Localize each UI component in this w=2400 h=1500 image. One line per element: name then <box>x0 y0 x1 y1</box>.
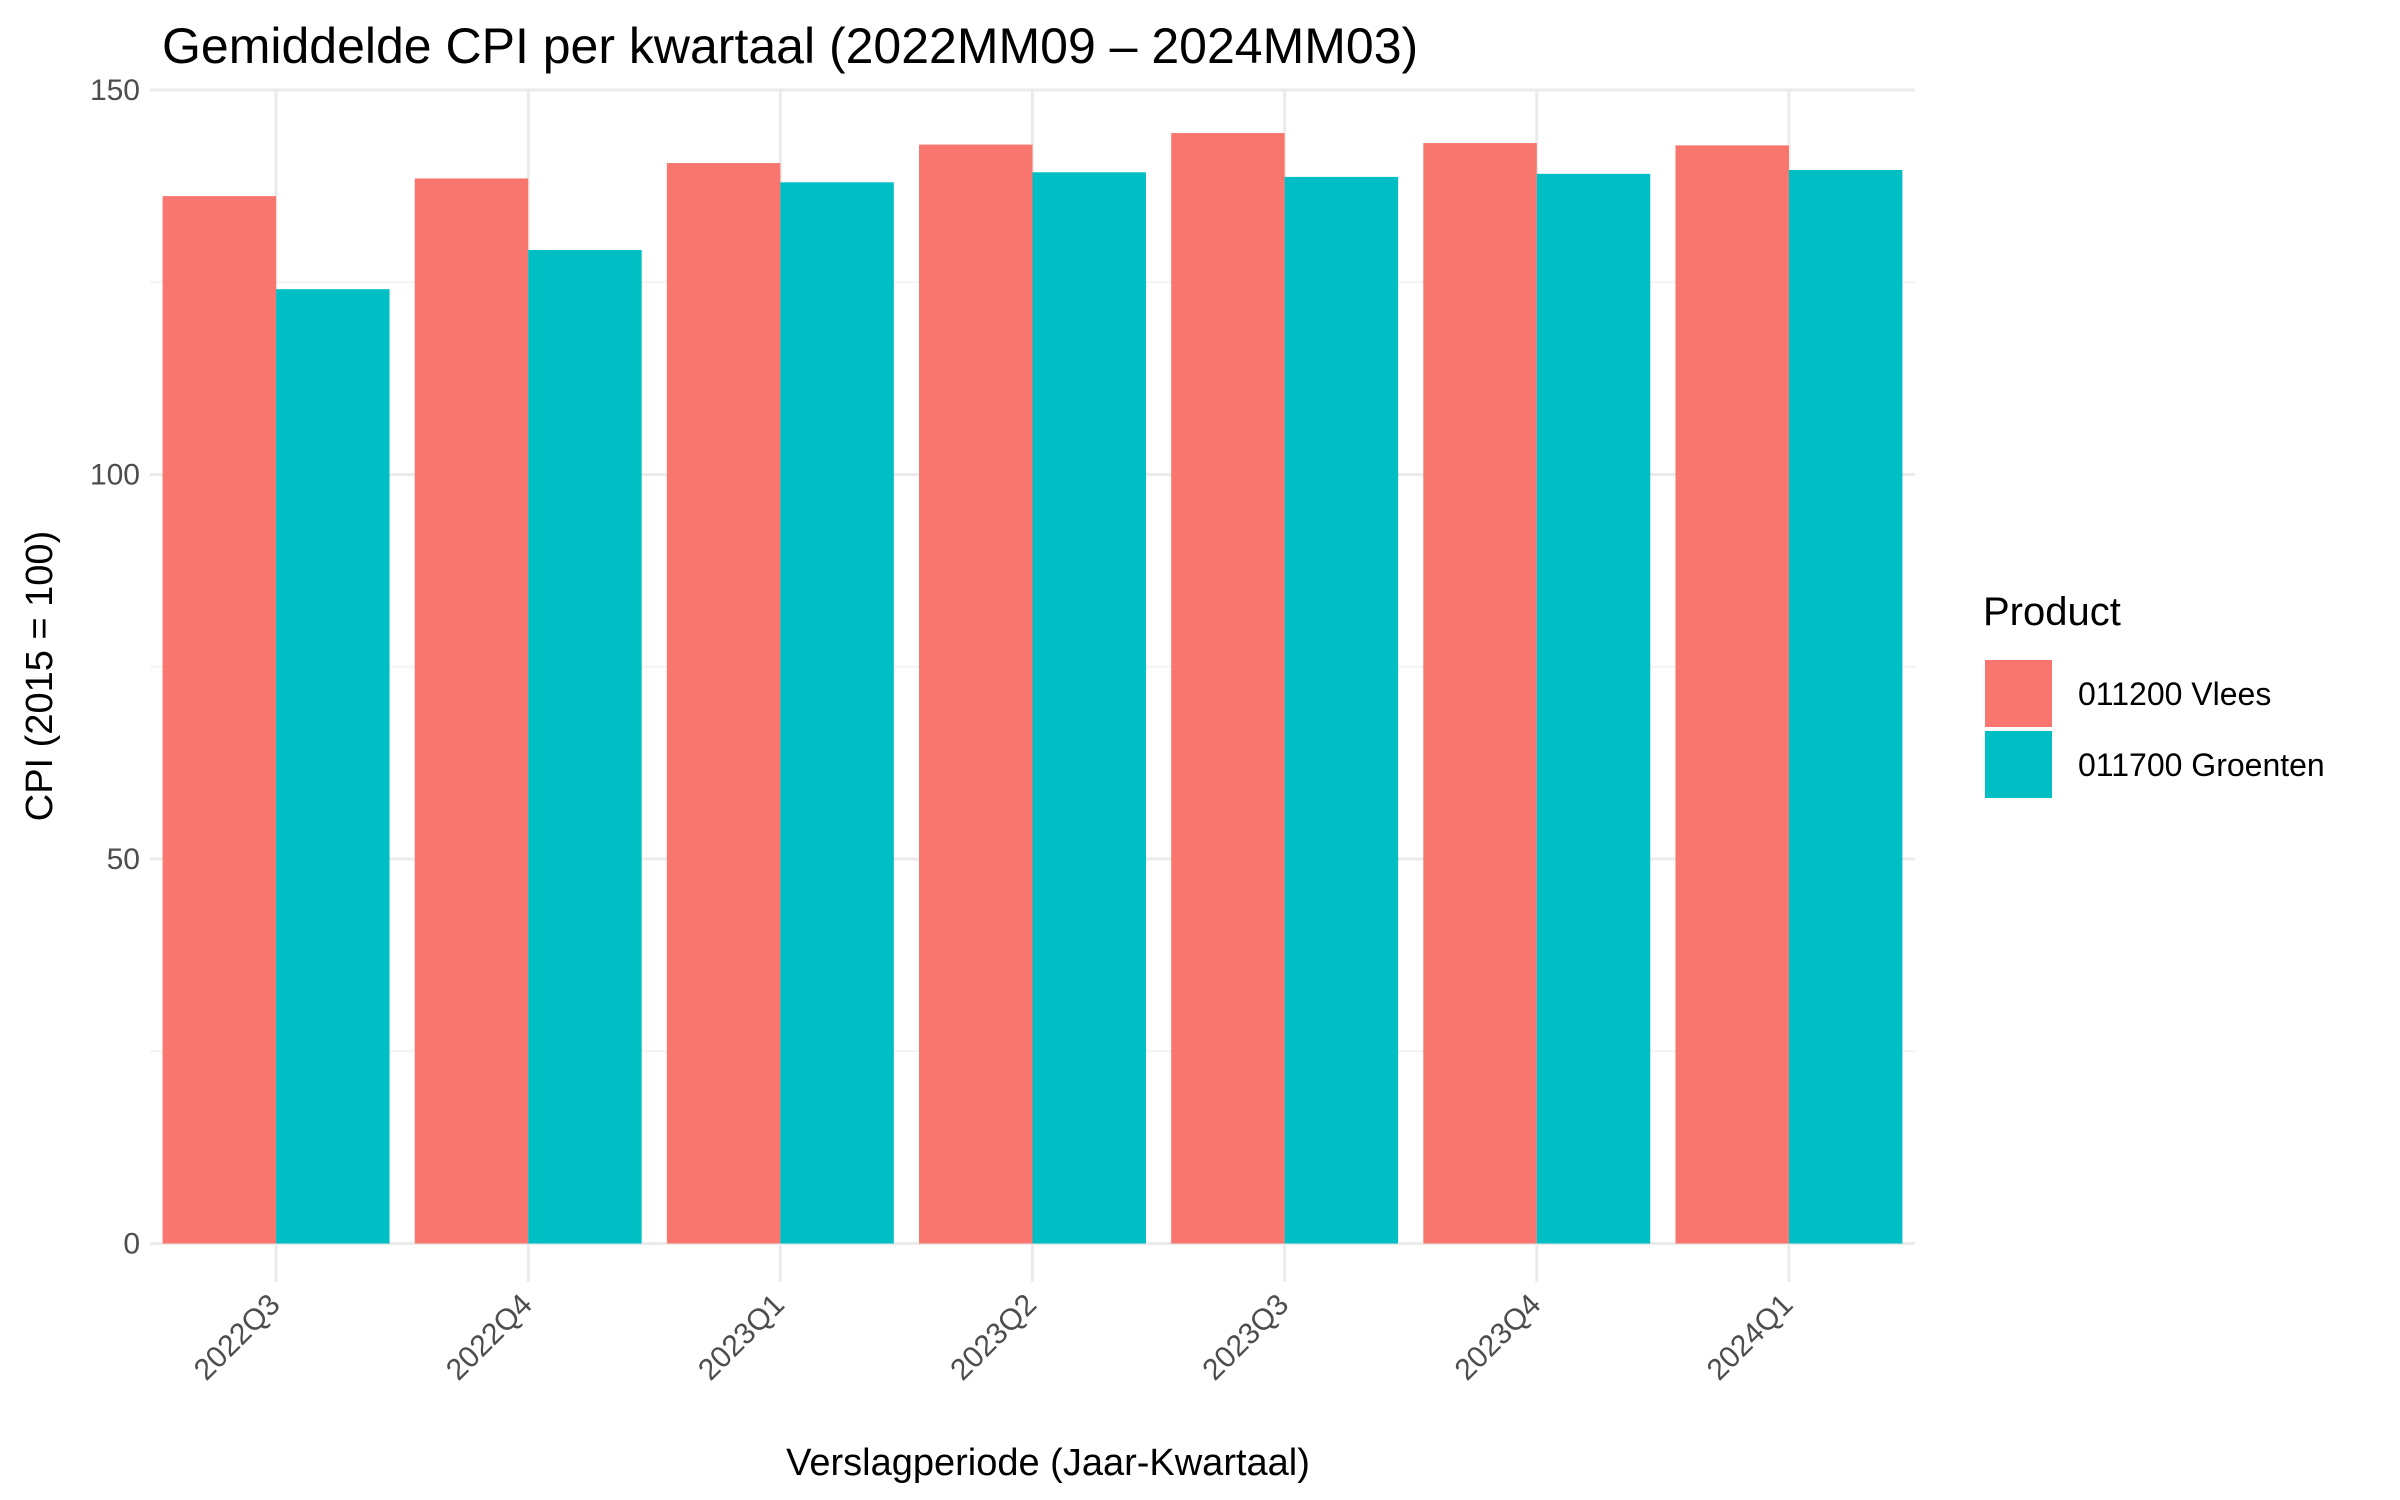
legend-title: Product <box>1983 590 2121 634</box>
bars <box>162 133 1903 1244</box>
legend-label-groenten: 011700 Groenten <box>2078 747 2325 783</box>
bar-groenten-2022q3 <box>276 289 390 1244</box>
bar-groenten-2023q4 <box>1536 173 1651 1244</box>
bar-vlees-2023q2 <box>919 144 1033 1244</box>
y-tick-label: 100 <box>90 459 140 492</box>
bar-vlees-2023q3 <box>1171 133 1285 1244</box>
legend: Product 011200 Vlees 011700 Groenten <box>1983 590 2325 798</box>
bar-vlees-2022q4 <box>414 178 529 1244</box>
bar-groenten-2023q3 <box>1284 176 1399 1244</box>
y-tick-label: 0 <box>123 1228 140 1261</box>
legend-key-vlees <box>1985 660 2052 727</box>
bar-groenten-2023q1 <box>780 182 894 1244</box>
x-axis-title: Verslagperiode (Jaar-Kwartaal) <box>786 1442 1310 1484</box>
y-tick-label: 50 <box>107 843 140 876</box>
bar-groenten-2024q1 <box>1788 169 1903 1244</box>
bar-groenten-2022q4 <box>528 249 642 1244</box>
legend-label-vlees: 011200 Vlees <box>2078 676 2271 712</box>
y-axis-title: CPI (2015 = 100) <box>19 531 61 821</box>
chart-title: Gemiddelde CPI per kwartaal (2022MM09 – … <box>162 18 1418 74</box>
bar-vlees-2022q3 <box>162 196 277 1244</box>
bar-vlees-2023q4 <box>1423 143 1537 1244</box>
bar-vlees-2023q1 <box>666 163 781 1244</box>
legend-key-groenten <box>1985 731 2052 798</box>
bar-groenten-2023q2 <box>1032 172 1146 1244</box>
y-tick-label: 150 <box>90 74 140 107</box>
bar-vlees-2024q1 <box>1675 145 1789 1244</box>
